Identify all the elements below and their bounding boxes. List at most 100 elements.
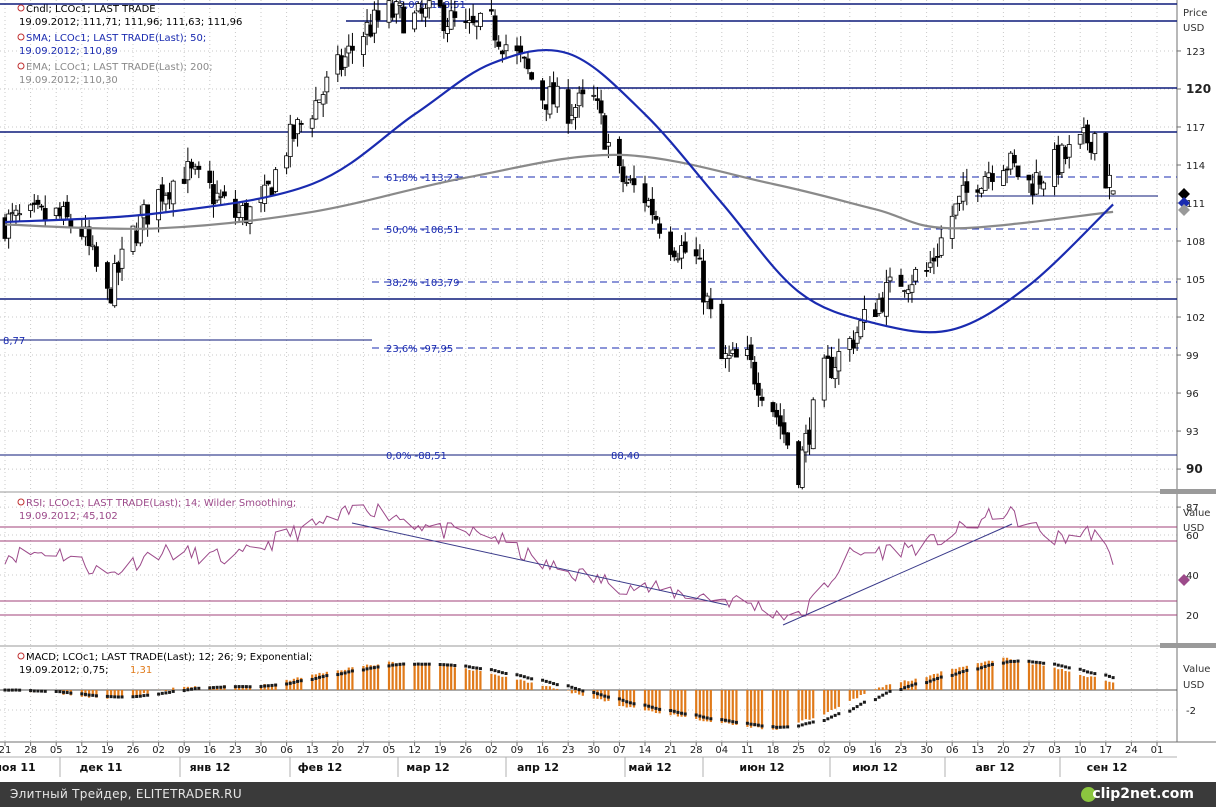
candle — [90, 235, 96, 251]
rsi-legend-icon — [17, 498, 25, 506]
macd-signal-dot — [237, 685, 241, 689]
macd-signal-dot — [705, 716, 709, 720]
macd-signal-dot — [18, 688, 22, 692]
candle — [1001, 165, 1006, 187]
candle — [682, 232, 688, 254]
macd-signal-dot — [595, 692, 599, 696]
macd-signal-dot — [804, 722, 808, 726]
candle-body — [927, 262, 933, 268]
candle — [931, 247, 937, 275]
macd-signal-dot — [1038, 661, 1042, 665]
candle — [1085, 119, 1090, 151]
macd-signal-dot — [683, 712, 687, 716]
x-tick-label: 26 — [127, 745, 140, 756]
candle — [324, 71, 330, 104]
macd-signal-dot — [745, 721, 749, 725]
macd-signal-dot — [321, 675, 325, 679]
candle-body — [938, 237, 944, 256]
candle — [295, 117, 300, 147]
macd-axis-unit: USD — [1183, 680, 1205, 691]
candle-body — [324, 76, 330, 93]
x-month-label: дек 11 — [80, 761, 123, 774]
macd-signal-dot — [1027, 659, 1031, 663]
candle-body — [222, 191, 227, 197]
candle — [701, 249, 706, 315]
macd-signal-dot — [990, 662, 994, 666]
rsi-trendline — [351, 522, 728, 606]
macd-signal-dot — [339, 672, 343, 676]
candle-body — [576, 92, 582, 107]
candle — [704, 292, 710, 310]
macd-legend-value: 19.09.2012; 0,75; — [19, 665, 108, 676]
x-tick-label: 16 — [869, 745, 882, 756]
macd-signal-dot — [197, 686, 201, 690]
macd-signal-dot — [299, 679, 303, 683]
clip2net-logo[interactable]: clip2net.com — [1092, 786, 1194, 802]
macd-signal-dot — [756, 723, 760, 727]
footer-bar: Элитный Трейдер, ELITETRADER.RU clip2net… — [0, 782, 1216, 807]
candle-body — [982, 176, 988, 191]
x-tick-label: 09 — [843, 745, 856, 756]
candle — [832, 356, 838, 389]
macd-signal-dot — [672, 709, 676, 713]
candle-body — [697, 257, 703, 260]
macd-signal-dot — [182, 689, 186, 693]
macd-signal-dot — [266, 684, 270, 688]
macd-signal-dot — [1067, 666, 1071, 670]
candle-body — [412, 12, 418, 30]
x-tick-label: 12 — [75, 745, 88, 756]
candle — [441, 1, 447, 39]
x-tick-label: 09 — [511, 745, 524, 756]
candle-body — [35, 199, 41, 205]
macd-signal-dot — [391, 663, 395, 667]
candle-body — [931, 257, 937, 262]
candle-body — [924, 270, 929, 272]
fib-level-label: 23,6% -97,95 — [386, 344, 453, 355]
candle — [935, 243, 940, 267]
candle — [1066, 135, 1072, 169]
candle-body — [862, 309, 867, 323]
candle — [218, 189, 224, 205]
candle — [653, 210, 659, 222]
macd-signal-dot — [522, 675, 526, 679]
candle — [708, 287, 714, 319]
candle — [181, 166, 187, 185]
macd-signal-dot — [808, 721, 812, 725]
x-tick-label: 17 — [1099, 745, 1112, 756]
x-tick-label: 28 — [690, 745, 703, 756]
candle — [284, 152, 290, 175]
rsi-tick-label: 20 — [1186, 611, 1199, 622]
candle-body — [284, 155, 290, 169]
candle-body — [342, 56, 348, 68]
macd-signal-dot — [647, 704, 651, 708]
candle-body — [554, 85, 560, 108]
macd-signal-dot — [676, 710, 680, 714]
candle-body — [960, 184, 966, 202]
macd-signal-dot — [544, 679, 548, 683]
macd-signal-dot — [138, 694, 142, 698]
macd-signal-dot — [54, 689, 58, 693]
candle-body — [287, 123, 293, 157]
candle — [17, 204, 23, 222]
candle-body — [6, 213, 12, 239]
candle-body — [28, 204, 34, 211]
candle-body — [642, 183, 648, 204]
candle-body — [799, 449, 805, 488]
macd-signal-dot — [32, 689, 36, 693]
macd-signal-dot — [83, 692, 87, 696]
macd-signal-dot — [241, 685, 245, 689]
candle — [693, 237, 699, 265]
candle-body — [218, 196, 224, 198]
candle — [1004, 166, 1010, 184]
candle — [990, 165, 995, 191]
x-tick-label: 14 — [639, 745, 652, 756]
candle-body — [1041, 182, 1047, 190]
macd-signal-dot — [727, 719, 731, 723]
candle — [525, 51, 531, 75]
candle-body — [265, 180, 271, 185]
macd-signal-dot — [365, 667, 369, 671]
macd-signal-dot — [1104, 673, 1108, 677]
candle-body — [64, 201, 70, 218]
x-tick-label: 02 — [485, 745, 498, 756]
